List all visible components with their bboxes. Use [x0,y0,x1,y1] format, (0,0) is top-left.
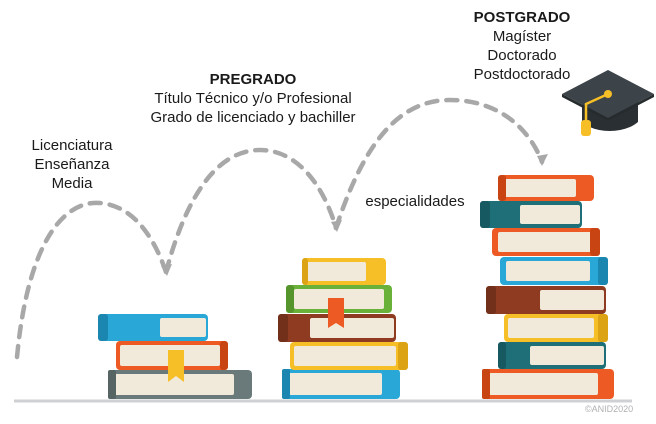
postgrado-line-1: Magíster [492,28,552,45]
book [504,314,608,342]
media-line-1: Licenciatura [31,137,113,154]
postgrado-title: POSTGRADO [473,9,571,26]
bookmark-ribbon-icon [328,298,344,328]
postgrado-line-3: Postdoctorado [473,66,571,83]
arrowhead-2 [331,220,342,232]
especialidades-text: especialidades [365,193,465,210]
book-stack-small [98,314,252,399]
media-line-3: Media [51,175,93,192]
pregrado-title: PREGRADO [209,71,297,88]
pregrado-line-2: Grado de licenciado y bachiller [150,109,356,126]
graduation-cap-icon [562,70,654,136]
book [500,257,608,285]
book [482,369,614,399]
book-stack-medium [278,258,408,399]
book [108,370,252,399]
arrowhead-1 [161,264,172,276]
book [498,175,594,201]
copyright-credit: ©ANID2020 [585,404,634,414]
pregrado-line-1: Título Técnico y/o Profesional [154,90,352,107]
path-arrowheads [161,154,548,276]
label-ensenanza-media: Licenciatura Enseñanza Media [24,136,120,193]
dashed-path [14,97,545,360]
book [98,314,208,341]
label-postgrado: POSTGRADO Magíster Doctorado Postdoctora… [458,8,586,84]
book [498,342,606,369]
arrowhead-3 [537,154,548,166]
book-stack-tall [480,175,614,399]
bookmark-ribbon-icon [168,350,184,382]
book [486,286,606,314]
postgrado-line-2: Doctorado [487,47,557,64]
book [302,258,386,285]
book [278,314,396,342]
media-line-2: Enseñanza [34,156,110,173]
book [282,369,400,399]
label-pregrado: PREGRADO Título Técnico y/o Profesional … [133,70,373,127]
book [492,228,600,256]
book [480,201,582,228]
book [290,342,408,370]
label-especialidades: especialidades [352,192,478,211]
